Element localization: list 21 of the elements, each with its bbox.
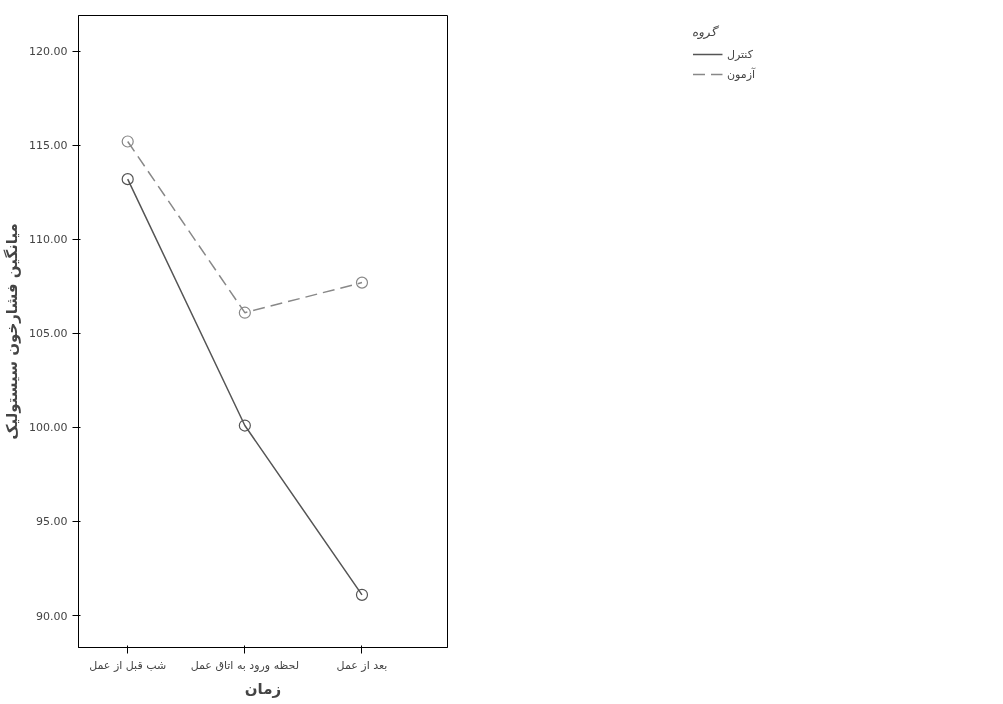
y-tick-label: 110.00	[29, 233, 68, 247]
y-tick-label: 115.00	[29, 139, 68, 153]
legend-title: گروه	[691, 25, 720, 39]
point	[355, 276, 369, 289]
x-tick-label: شب قبل از عمل	[89, 658, 167, 672]
x-axis-title: زمان	[244, 679, 282, 698]
y-tick-label: 90.00	[36, 609, 68, 623]
legend-label: آزمون	[726, 67, 756, 81]
legend-label: کنترل	[726, 47, 753, 61]
point	[238, 419, 251, 432]
point	[355, 588, 369, 601]
point	[121, 135, 134, 148]
y-tick-label: 120.00	[29, 45, 68, 59]
x-tick-label: لحظه ورود به اتاق عمل	[190, 658, 300, 672]
y-tick-label: 105.00	[29, 327, 68, 341]
y-axis-title: میانگین فشارخون سیستولیک	[3, 223, 22, 440]
y-tick-label: 100.00	[29, 421, 68, 435]
point	[121, 173, 134, 186]
y-tick-label: 95.00	[36, 515, 68, 529]
x-tick-label: بعد از عمل	[336, 658, 388, 672]
point	[238, 306, 251, 319]
